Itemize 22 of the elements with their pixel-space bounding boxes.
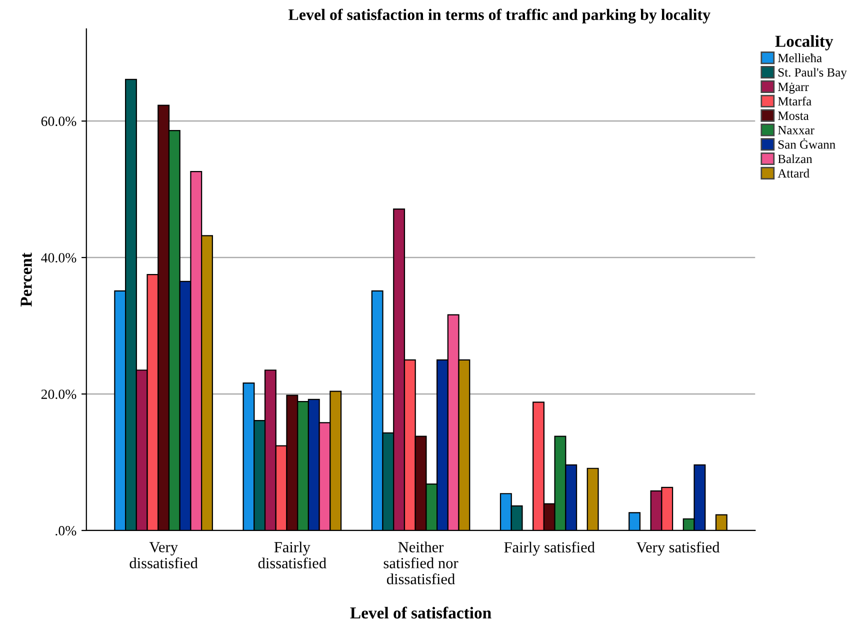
- x-tick-label: Fairly satisfied: [504, 542, 595, 556]
- legend-label: Mellieħa: [778, 53, 822, 62]
- y-tick-label: 60.0%: [41, 116, 76, 126]
- x-tick-label: Fairly dissatisfied: [258, 542, 326, 568]
- legend-label: Mosta: [778, 112, 809, 120]
- x-tick-label: Very dissatisfied: [130, 542, 198, 568]
- y-tick-label: 40.0%: [41, 253, 76, 263]
- y-tick-label: .0%: [56, 526, 76, 536]
- chart-title: Level of satisfaction in terms of traffic and parking by locality: [288, 8, 710, 24]
- legend-label: Attard: [778, 168, 810, 178]
- y-tick-label: 20.0%: [41, 390, 76, 400]
- legend-label: Mġarr: [778, 82, 809, 94]
- legend-title: Locality: [775, 35, 834, 50]
- x-tick-label: Neither satisfied nor dissatisfied: [384, 542, 458, 584]
- legend-label: St. Paul's Bay: [778, 68, 847, 80]
- x-tick-label: Very satisfied: [636, 542, 720, 556]
- legend-label: Mtarfa: [778, 96, 812, 106]
- legend-label: San Ġwann: [778, 138, 836, 149]
- legend-label: Naxxar: [778, 126, 814, 134]
- legend-label: Balzan: [778, 154, 812, 164]
- x-axis-title: Level of satisfaction: [350, 606, 492, 619]
- y-axis-title: Percent: [20, 252, 32, 307]
